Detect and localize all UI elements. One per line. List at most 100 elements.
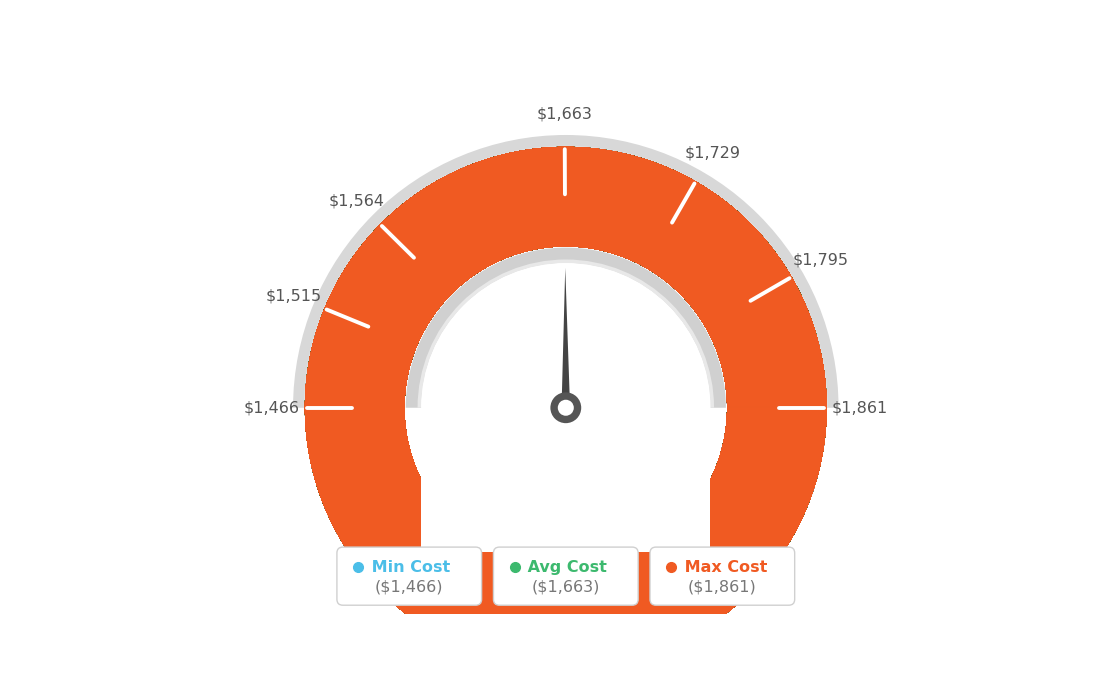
Wedge shape	[305, 147, 827, 669]
Wedge shape	[305, 147, 827, 669]
Wedge shape	[305, 147, 827, 669]
Wedge shape	[305, 147, 827, 669]
Wedge shape	[305, 147, 827, 669]
Wedge shape	[305, 147, 827, 669]
Wedge shape	[305, 147, 827, 669]
Wedge shape	[305, 147, 827, 669]
Wedge shape	[305, 147, 827, 669]
Wedge shape	[305, 147, 827, 669]
Wedge shape	[305, 147, 827, 669]
Wedge shape	[305, 147, 827, 669]
Bar	[421, 408, 711, 553]
Wedge shape	[305, 147, 827, 669]
Wedge shape	[305, 147, 827, 669]
Wedge shape	[305, 147, 827, 669]
Wedge shape	[305, 147, 827, 669]
Wedge shape	[305, 147, 827, 669]
Wedge shape	[305, 147, 827, 669]
Wedge shape	[305, 147, 827, 669]
Wedge shape	[305, 147, 827, 669]
Wedge shape	[305, 147, 827, 669]
Wedge shape	[305, 147, 827, 669]
Wedge shape	[305, 147, 827, 669]
Wedge shape	[305, 147, 827, 669]
Wedge shape	[305, 147, 827, 669]
Wedge shape	[305, 147, 827, 669]
Wedge shape	[305, 147, 827, 669]
Wedge shape	[305, 147, 827, 669]
Wedge shape	[305, 147, 827, 669]
Wedge shape	[305, 147, 827, 669]
Wedge shape	[305, 147, 827, 669]
Wedge shape	[305, 147, 827, 669]
Wedge shape	[305, 147, 827, 669]
Wedge shape	[305, 147, 827, 669]
Wedge shape	[305, 147, 827, 669]
Wedge shape	[305, 147, 827, 669]
Wedge shape	[305, 147, 827, 669]
Wedge shape	[305, 147, 827, 669]
Wedge shape	[305, 147, 827, 669]
Wedge shape	[305, 147, 827, 669]
Wedge shape	[305, 147, 827, 669]
Wedge shape	[305, 147, 827, 669]
Wedge shape	[305, 147, 827, 669]
Wedge shape	[305, 147, 827, 669]
Text: $1,564: $1,564	[329, 193, 384, 208]
Wedge shape	[305, 147, 827, 669]
Wedge shape	[305, 147, 827, 669]
Wedge shape	[305, 147, 827, 669]
Wedge shape	[305, 147, 827, 669]
Wedge shape	[305, 147, 827, 669]
Wedge shape	[305, 147, 827, 669]
Wedge shape	[305, 147, 827, 669]
Wedge shape	[305, 147, 827, 669]
Wedge shape	[305, 147, 827, 669]
Wedge shape	[305, 147, 827, 669]
Wedge shape	[305, 147, 827, 669]
Wedge shape	[305, 147, 827, 669]
Wedge shape	[305, 147, 827, 669]
Wedge shape	[305, 147, 827, 669]
Wedge shape	[305, 147, 827, 669]
Wedge shape	[305, 147, 827, 669]
Wedge shape	[305, 147, 827, 669]
Wedge shape	[305, 147, 827, 669]
Wedge shape	[305, 147, 827, 669]
Wedge shape	[305, 147, 827, 669]
Wedge shape	[305, 147, 827, 669]
Wedge shape	[305, 147, 827, 669]
Wedge shape	[305, 147, 827, 669]
Wedge shape	[305, 147, 827, 669]
Wedge shape	[305, 147, 827, 669]
Wedge shape	[305, 147, 827, 669]
Wedge shape	[305, 147, 827, 669]
Wedge shape	[305, 147, 827, 669]
Wedge shape	[305, 147, 827, 669]
Wedge shape	[305, 147, 827, 669]
Wedge shape	[305, 147, 827, 669]
Wedge shape	[305, 147, 827, 669]
Wedge shape	[305, 147, 827, 669]
Wedge shape	[305, 147, 827, 669]
Wedge shape	[305, 147, 827, 669]
Wedge shape	[305, 147, 827, 669]
Wedge shape	[305, 147, 827, 669]
Wedge shape	[305, 147, 827, 669]
Wedge shape	[305, 147, 827, 669]
Wedge shape	[305, 147, 827, 669]
Wedge shape	[305, 147, 827, 669]
Wedge shape	[305, 147, 827, 669]
Wedge shape	[305, 147, 827, 669]
Wedge shape	[305, 147, 827, 669]
Wedge shape	[305, 147, 827, 669]
Wedge shape	[305, 147, 827, 669]
Wedge shape	[305, 147, 827, 669]
Wedge shape	[305, 147, 827, 669]
Wedge shape	[305, 147, 827, 669]
Wedge shape	[305, 147, 827, 669]
Wedge shape	[305, 147, 827, 669]
Wedge shape	[305, 147, 827, 669]
Wedge shape	[305, 147, 827, 669]
Wedge shape	[305, 147, 827, 669]
